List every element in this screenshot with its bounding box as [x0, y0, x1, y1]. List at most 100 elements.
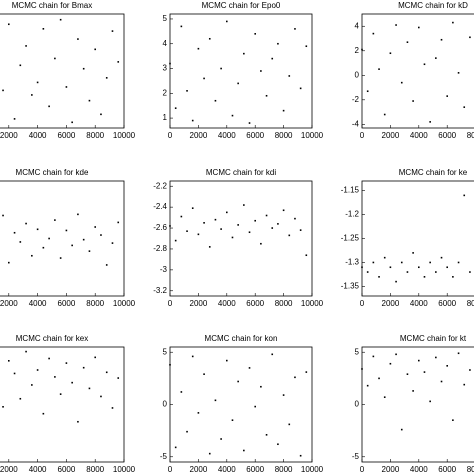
y-tick-label: -2: [352, 95, 360, 104]
point: [452, 21, 454, 24]
y-tick-label: -1.2: [345, 210, 359, 219]
x-tick-label: 10000: [301, 131, 324, 140]
x-tick-label: 0: [168, 299, 173, 308]
x-tick-label: 0: [168, 131, 173, 140]
y-tick-label: -3: [160, 265, 168, 274]
point: [48, 357, 50, 360]
point: [389, 52, 392, 55]
chart-title: MCMC chain for kde: [16, 168, 89, 177]
point: [13, 372, 16, 375]
point: [282, 394, 285, 396]
point: [88, 99, 91, 102]
point: [463, 383, 466, 386]
point: [412, 252, 414, 254]
y-tick-label: 4: [355, 21, 360, 30]
point: [378, 68, 380, 70]
point: [463, 106, 466, 108]
x-tick-label: 6000: [438, 465, 456, 474]
point: [254, 405, 256, 408]
x-tick-label: 6000: [58, 465, 76, 474]
point: [25, 350, 27, 353]
point: [94, 48, 96, 51]
x-tick-label: 8000: [275, 299, 293, 308]
point: [65, 229, 68, 232]
chart-title: MCMC chain for Bmax: [12, 1, 92, 10]
point: [203, 77, 205, 80]
point: [231, 114, 234, 117]
point: [203, 373, 205, 375]
point: [383, 396, 386, 398]
x-tick-label: 8000: [275, 465, 293, 474]
x-tick-label: 6000: [246, 299, 264, 308]
point: [366, 271, 369, 273]
point: [372, 32, 375, 35]
point: [25, 45, 27, 47]
point: [305, 254, 308, 257]
point: [8, 360, 10, 362]
point: [463, 194, 466, 197]
point: [111, 242, 114, 244]
point: [59, 393, 62, 395]
point: [423, 63, 426, 66]
point: [19, 397, 22, 400]
point: [186, 90, 188, 92]
point: [294, 376, 296, 379]
x-tick-label: 10000: [301, 299, 324, 308]
point: [265, 94, 268, 97]
point: [366, 90, 369, 93]
point: [100, 113, 102, 116]
point: [226, 211, 228, 214]
point: [440, 256, 443, 259]
point: [389, 362, 392, 365]
point: [174, 446, 177, 449]
chart-title: MCMC chain for kex: [16, 334, 88, 343]
x-tick-label: 8000: [86, 131, 104, 140]
point: [282, 109, 285, 112]
x-tick-label: 2000: [0, 131, 18, 140]
point: [440, 38, 443, 41]
plot-frame: [361, 180, 474, 297]
point: [197, 233, 200, 236]
y-tick-label: 4: [163, 39, 168, 48]
point: [54, 219, 56, 221]
point: [237, 380, 239, 383]
x-tick-label: 2000: [190, 131, 208, 140]
x-tick-label: 2000: [382, 465, 400, 474]
point: [429, 400, 431, 403]
point: [77, 38, 79, 40]
point: [418, 26, 420, 29]
point: [105, 371, 108, 374]
x-tick-label: 2000: [0, 465, 18, 474]
point: [294, 28, 296, 30]
x-tick-label: 8000: [275, 131, 293, 140]
point: [77, 420, 79, 423]
x-tick-label: 4000: [410, 131, 428, 140]
point: [105, 77, 108, 79]
point: [220, 67, 222, 70]
point: [220, 228, 222, 230]
point: [395, 24, 397, 26]
point: [452, 419, 454, 421]
point: [2, 406, 4, 408]
y-tick-label: -2.4: [153, 202, 167, 211]
point: [423, 276, 426, 278]
point: [48, 237, 50, 240]
point: [271, 57, 274, 60]
point: [237, 82, 239, 85]
x-tick-label: 8000: [467, 299, 474, 308]
point: [457, 72, 460, 74]
point: [372, 355, 375, 358]
point: [54, 57, 56, 60]
point: [117, 61, 120, 63]
point: [288, 423, 291, 426]
plot-frame: [0, 13, 125, 129]
plot-frame: [169, 180, 313, 297]
point: [214, 399, 217, 402]
point: [412, 390, 414, 392]
point: [260, 385, 262, 388]
point: [254, 219, 256, 222]
point: [59, 18, 62, 21]
point: [248, 122, 251, 124]
point: [400, 81, 403, 84]
x-tick-label: 10000: [113, 465, 136, 474]
